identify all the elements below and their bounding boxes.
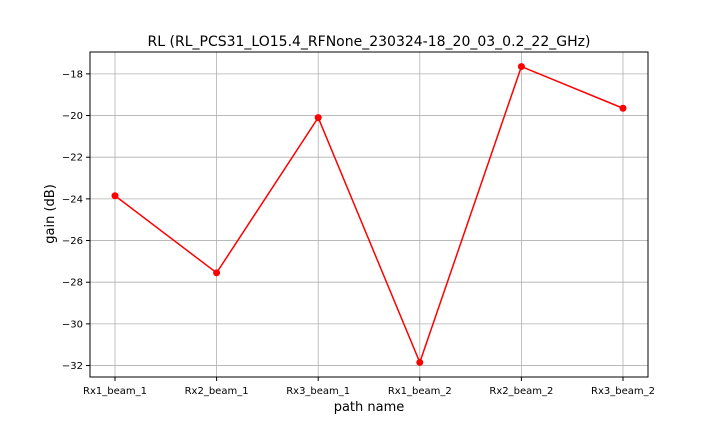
x-axis-label: path name [334,400,405,415]
x-tick-label: Rx3_beam_1 [286,386,350,397]
y-axis-label: gain (dB) [43,184,58,244]
data-point [111,192,119,200]
y-tick-label: −32 [62,361,83,372]
x-tick-label: Rx3_beam_2 [591,386,655,397]
y-tick-label: −18 [62,69,83,80]
y-tick-label: −30 [62,319,83,330]
y-tick-label: −28 [62,278,83,289]
data-point [213,269,221,277]
chart-title: RL (RL_PCS31_LO15.4_RFNone_230324-18_20_… [148,34,591,50]
x-tick-label: Rx2_beam_2 [489,386,553,397]
data-point [619,104,627,112]
series-line [114,65,624,365]
x-tick-label: Rx1_beam_2 [388,386,452,397]
x-tick-label: Rx1_beam_1 [83,386,147,397]
y-tick-label: −24 [62,194,83,205]
y-tick-label: −26 [62,236,83,247]
data-point [517,63,525,71]
grid [90,52,648,377]
y-tick-label: −20 [62,111,83,122]
series-layer [111,63,627,366]
axis-ticks: Rx1_beam_1 Rx2_beam_1 Rx3_beam_1 Rx1_beam_2… [62,69,655,397]
plot-area [89,51,649,378]
y-tick-label: −22 [62,153,83,164]
x-tick-label: Rx2_beam_1 [185,386,249,397]
data-point [314,114,322,122]
data-point [416,358,424,366]
